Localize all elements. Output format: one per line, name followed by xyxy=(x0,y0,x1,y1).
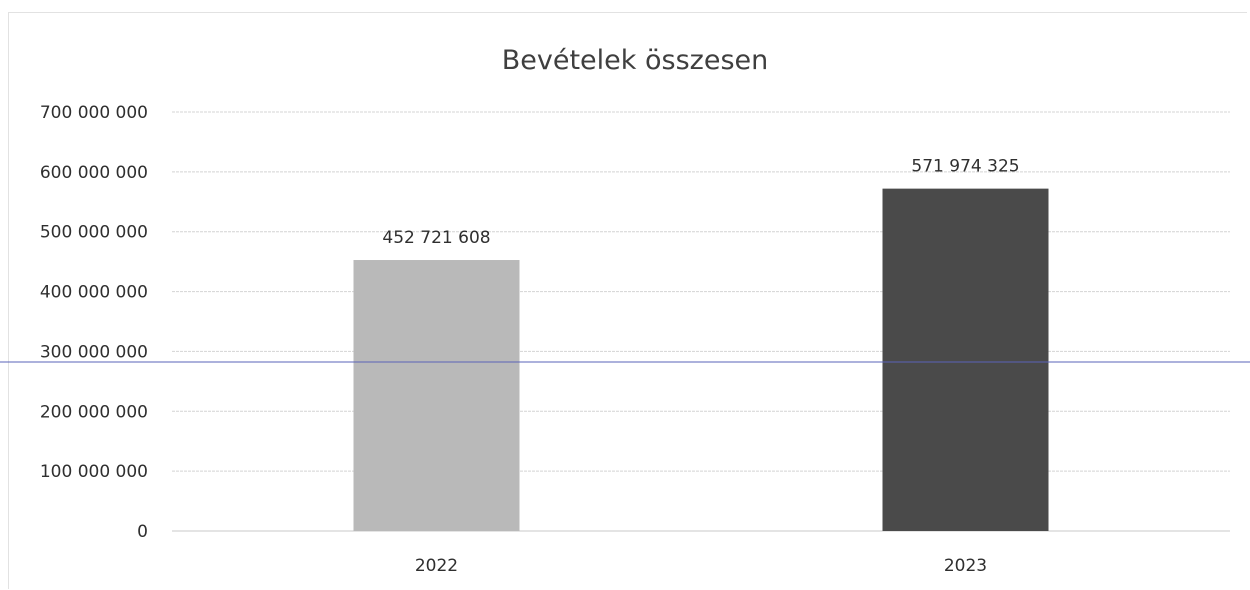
y-tick-label: 400 000 000 xyxy=(40,283,148,303)
chart-title: Bevételek összesen xyxy=(502,45,768,76)
y-tick-label: 100 000 000 xyxy=(40,462,148,482)
scan-frame xyxy=(8,12,1247,589)
bar-2022 xyxy=(353,260,520,531)
data-label-2022: 452 721 608 xyxy=(382,228,490,248)
y-tick-label: 600 000 000 xyxy=(40,163,148,183)
gridlines xyxy=(172,111,1230,532)
x-category-label: 2023 xyxy=(944,556,987,576)
y-tick-label: 500 000 000 xyxy=(40,223,148,243)
y-tick-label: 200 000 000 xyxy=(40,402,148,422)
data-label-2023: 571 974 325 xyxy=(911,157,1019,177)
x-category-label: 2022 xyxy=(415,556,458,576)
y-tick-label: 700 000 000 xyxy=(40,103,148,123)
y-tick-label: 300 000 000 xyxy=(40,342,148,362)
bars xyxy=(353,188,1049,531)
y-axis-ticks: 0 100 000 000 200 000 000 300 000 000 400 00… xyxy=(40,103,148,542)
y-tick-label: 0 xyxy=(137,522,148,542)
data-labels: 452 721 608 571 974 325 xyxy=(382,157,1019,248)
bar-2023 xyxy=(882,188,1049,531)
x-axis-categories: 2022 2023 xyxy=(415,556,987,576)
